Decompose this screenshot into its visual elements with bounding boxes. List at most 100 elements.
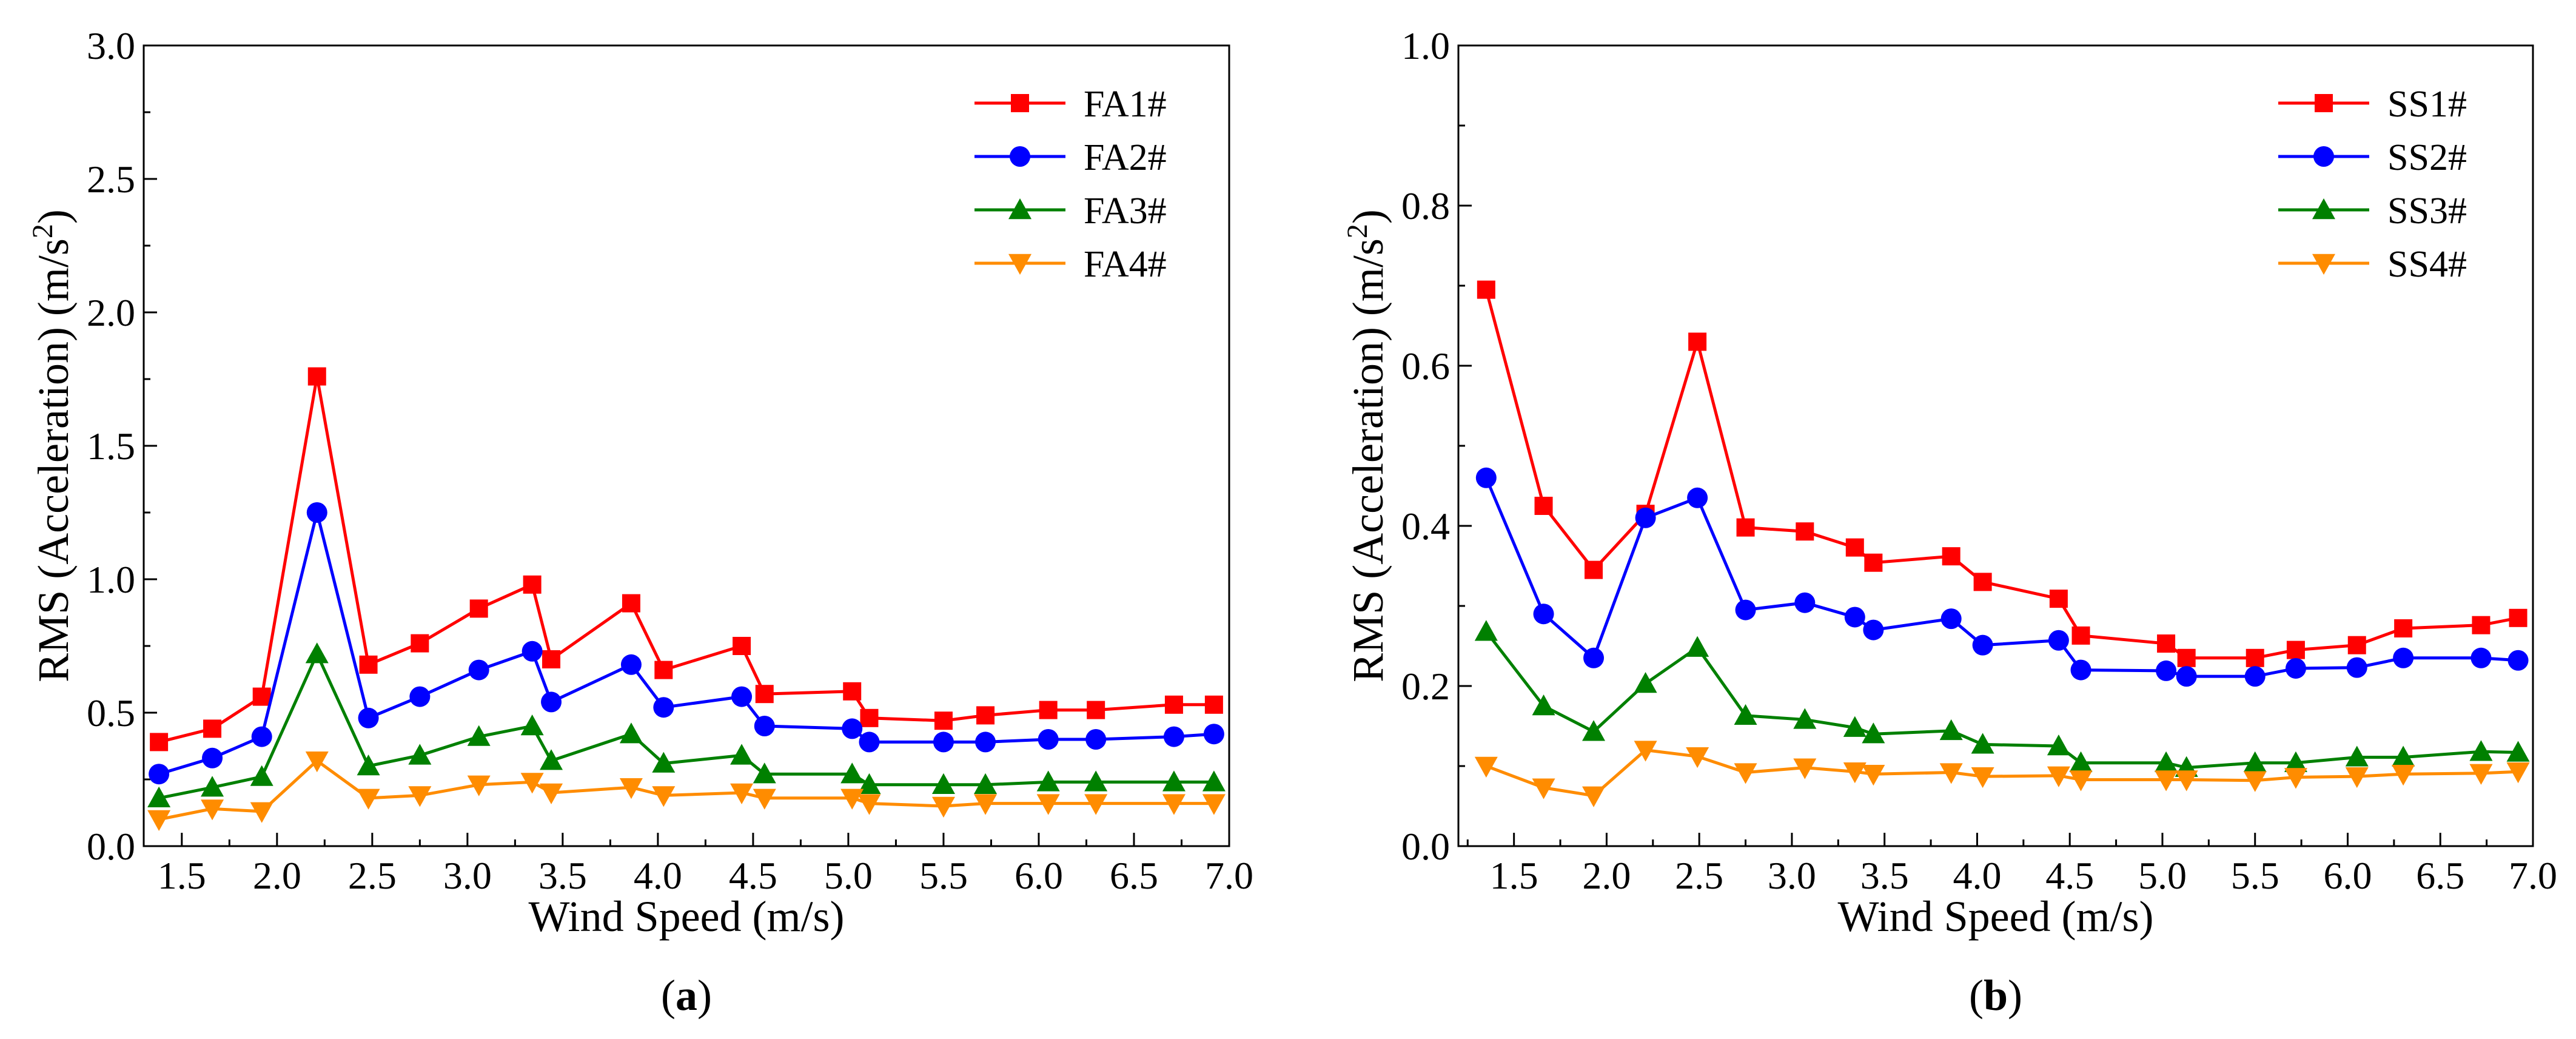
data-point bbox=[2069, 751, 2093, 772]
data-point bbox=[731, 686, 753, 707]
y-tick-label: 0.8 bbox=[1401, 184, 1450, 227]
data-point bbox=[2069, 770, 2093, 792]
data-point bbox=[2509, 608, 2527, 627]
y-tick-label: 3.0 bbox=[87, 24, 135, 67]
data-point bbox=[620, 654, 642, 675]
data-point bbox=[357, 755, 380, 776]
data-point bbox=[755, 685, 774, 704]
data-point bbox=[2469, 740, 2493, 761]
data-point bbox=[359, 655, 378, 674]
data-point bbox=[1734, 763, 1757, 784]
series-line-FA3# bbox=[158, 650, 1214, 800]
data-point bbox=[934, 711, 953, 730]
data-point bbox=[2286, 641, 2305, 659]
data-point bbox=[653, 697, 674, 718]
data-point bbox=[1036, 794, 1060, 815]
data-point bbox=[1202, 794, 1226, 815]
data-point bbox=[202, 747, 223, 768]
data-point bbox=[652, 786, 676, 807]
data-point bbox=[147, 810, 171, 831]
data-point bbox=[408, 786, 432, 807]
data-point bbox=[2345, 745, 2369, 767]
data-point bbox=[1794, 592, 1816, 613]
data-point bbox=[201, 799, 224, 821]
data-point bbox=[860, 708, 879, 727]
data-point bbox=[857, 773, 881, 794]
data-point bbox=[1793, 708, 1817, 729]
x-tick-label: 1.5 bbox=[158, 854, 206, 897]
x-tick-label: 4.0 bbox=[634, 854, 682, 897]
data-point bbox=[1862, 765, 1885, 786]
data-point bbox=[975, 731, 996, 753]
data-point bbox=[1038, 729, 1059, 750]
data-point bbox=[358, 707, 379, 728]
data-point bbox=[2047, 735, 2070, 756]
data-point bbox=[2472, 616, 2490, 634]
data-point bbox=[2393, 647, 2414, 668]
data-point bbox=[1634, 741, 1657, 762]
data-point bbox=[1942, 547, 1961, 566]
data-point bbox=[843, 682, 862, 701]
x-tick-label: 5.5 bbox=[2231, 854, 2279, 897]
data-point bbox=[2157, 634, 2176, 653]
data-point bbox=[523, 575, 542, 594]
data-point bbox=[306, 502, 327, 523]
data-point bbox=[1971, 733, 1994, 754]
data-point bbox=[753, 788, 776, 810]
legend-marker bbox=[2315, 94, 2333, 112]
data-point bbox=[2243, 771, 2267, 792]
data-point bbox=[305, 752, 329, 773]
data-point bbox=[842, 718, 863, 739]
x-axis-label: Wind Speed (m/s) bbox=[1837, 892, 2153, 941]
data-point bbox=[305, 642, 329, 664]
data-point bbox=[1085, 729, 1107, 750]
panel-label: (b) bbox=[1969, 971, 2022, 1020]
data-point bbox=[2071, 626, 2090, 645]
data-point bbox=[1084, 770, 1108, 792]
data-point bbox=[1687, 487, 1708, 508]
data-point bbox=[1163, 726, 1184, 747]
data-point bbox=[1688, 332, 1707, 351]
plot-frame bbox=[1457, 44, 2534, 847]
x-tick-label: 4.5 bbox=[2045, 854, 2094, 897]
data-point bbox=[1862, 722, 1885, 744]
data-point bbox=[1686, 636, 1709, 657]
data-point bbox=[1475, 467, 1497, 488]
data-point bbox=[1585, 560, 1603, 579]
data-point bbox=[357, 788, 380, 810]
data-point bbox=[1474, 756, 1498, 778]
y-axis-label: RMS (Acceleration) (m/s2) bbox=[1341, 209, 1392, 682]
data-point bbox=[1973, 573, 1992, 591]
data-point bbox=[2155, 770, 2178, 792]
data-point bbox=[469, 599, 488, 618]
data-point bbox=[2244, 666, 2266, 687]
y-tick-label: 1.0 bbox=[1401, 24, 1450, 67]
data-point bbox=[1863, 619, 1884, 641]
data-point bbox=[2347, 636, 2366, 654]
legend-label: FA1# bbox=[1084, 84, 1167, 125]
data-point bbox=[931, 773, 955, 794]
data-point bbox=[733, 637, 751, 655]
x-tick-label: 5.5 bbox=[919, 854, 968, 897]
data-point bbox=[730, 744, 754, 765]
data-point bbox=[150, 733, 169, 752]
data-point bbox=[252, 687, 271, 706]
data-point bbox=[754, 716, 775, 736]
data-point bbox=[931, 796, 955, 818]
data-point bbox=[411, 634, 429, 653]
data-point bbox=[1971, 767, 1994, 788]
data-point bbox=[619, 722, 643, 744]
data-point bbox=[1087, 701, 1105, 719]
x-axis-label: Wind Speed (m/s) bbox=[528, 892, 844, 941]
data-point bbox=[540, 783, 563, 804]
data-point bbox=[1734, 704, 1757, 725]
data-point bbox=[1845, 538, 1864, 557]
panel-b-chart: 1.5 2.0 2.5 3.0 3.5 4.0 4.5 5.0 5.5 6.0 6.5 7.0 0.0 0… bbox=[1341, 24, 2557, 1020]
data-point bbox=[1843, 762, 1867, 784]
data-point bbox=[1203, 724, 1224, 745]
data-point bbox=[1084, 794, 1108, 815]
x-tick-label: 2.0 bbox=[253, 854, 301, 897]
data-point bbox=[730, 783, 754, 804]
data-point bbox=[2284, 768, 2307, 789]
